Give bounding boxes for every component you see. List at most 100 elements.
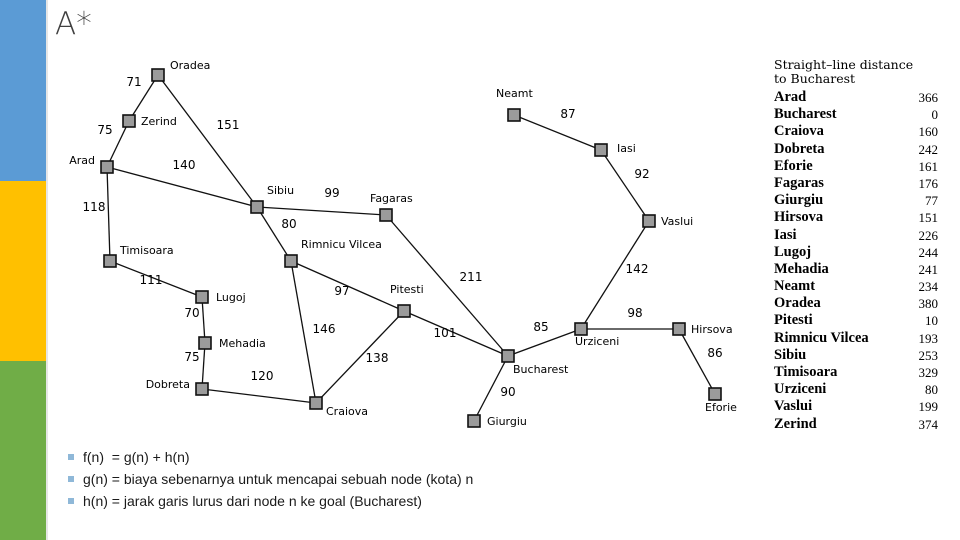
city-label-urziceni: Urziceni — [575, 335, 619, 348]
road-rimnicu-craiova — [290, 260, 317, 404]
heuristic-table-title-line2: to Bucharest — [774, 71, 856, 86]
heuristic-value: 161 — [918, 158, 939, 174]
heuristic-table-title-line1: Straight–line distance — [774, 57, 914, 72]
road-sibiu-rimnicu — [256, 206, 292, 262]
heuristic-row: Arad 366 — [774, 89, 938, 106]
heuristic-city: Iasi — [774, 226, 797, 243]
distance-label-iasi-neamt: 87 — [560, 107, 575, 121]
heuristic-table: Arad 366 Bucharest 0 Craiova 160 Dobreta 242 Efo… — [774, 89, 938, 433]
city-node-timisoara: Timisoara — [103, 244, 174, 268]
city-label-timisoara: Timisoara — [119, 244, 174, 257]
heuristic-city: Dobreta — [774, 140, 825, 157]
bullet-item: h(n) = jarak garis lurus dari node n ke … — [68, 490, 473, 512]
heuristic-row: Urziceni 80 — [774, 381, 938, 398]
road-rimnicu-pitesti — [290, 260, 405, 312]
romania-road-map: 71 75 151 140 118 99 80 111 70 75 120 97 146 138 101 21… — [69, 59, 737, 428]
heuristic-city: Fagaras — [774, 174, 824, 191]
heuristic-value: 366 — [918, 90, 939, 105]
accent-stripe-blue — [0, 0, 46, 181]
heuristic-value: 0 — [931, 107, 939, 123]
city-label-fagaras: Fagaras — [370, 192, 413, 205]
road-bucharest-urziceni — [507, 328, 582, 357]
heuristic-row: Craiova 160 — [774, 123, 938, 140]
heuristic-value: 234 — [918, 279, 939, 295]
heuristic-row: Sibiu 253 — [774, 347, 938, 364]
road-timisoara-lugoj — [109, 260, 203, 298]
heuristic-row: Timisoara 329 — [774, 364, 938, 381]
slide-title: A* — [55, 6, 92, 42]
city-label-mehadia: Mehadia — [219, 337, 266, 350]
city-node-mehadia: Mehadia — [198, 336, 266, 350]
city-label-bucharest: Bucharest — [513, 363, 569, 376]
distance-label-sibiu-rimnicu: 80 — [281, 217, 296, 231]
city-label-craiova: Craiova — [326, 405, 368, 418]
road-arad-timisoara — [106, 166, 111, 262]
heuristic-row: Lugoj 244 — [774, 244, 938, 261]
city-marker-hirsova — [672, 322, 686, 336]
city-node-hirsova: Hirsova — [672, 322, 733, 336]
road-bucharest-giurgiu — [473, 355, 509, 422]
city-label-hirsova: Hirsova — [691, 323, 733, 336]
city-marker-pitesti — [397, 304, 411, 318]
city-label-lugoj: Lugoj — [216, 291, 246, 304]
distance-label-rimnicu-pitesti: 97 — [334, 284, 349, 298]
romania-map-figure: 71 75 151 140 118 99 80 111 70 75 120 97 146 138 101 21… — [62, 55, 940, 439]
distance-label-vaslui-iasi: 92 — [634, 167, 649, 181]
city-marker-dobreta — [195, 382, 209, 396]
heuristic-value: 176 — [918, 175, 939, 191]
distance-label-lugoj-mehadia: 70 — [184, 306, 199, 320]
heuristic-city: Rimnicu Vilcea — [774, 329, 869, 346]
heuristic-city: Pitesti — [774, 312, 813, 329]
distance-label-zerind-arad: 75 — [97, 123, 112, 137]
bullet-marker-icon — [68, 476, 74, 482]
accent-stripe-yellow — [0, 181, 46, 361]
heuristic-value: 329 — [918, 365, 939, 380]
city-node-iasi: Iasi — [594, 142, 636, 157]
distance-label-mehadia-dobreta: 75 — [184, 350, 199, 364]
road-vaslui-iasi — [600, 149, 650, 222]
city-marker-mehadia — [198, 336, 212, 350]
heuristic-value: 10 — [925, 313, 938, 329]
city-node-oradea: Oradea — [151, 59, 210, 82]
distance-label-timisoara-lugoj: 111 — [140, 273, 163, 287]
city-marker-zerind — [122, 114, 136, 128]
heuristic-value: 241 — [918, 261, 939, 277]
city-marker-rimnicu — [284, 254, 298, 268]
city-label-arad: Arad — [69, 154, 95, 167]
stripe-divider — [46, 0, 48, 540]
city-marker-fagaras — [379, 208, 393, 222]
road-mehadia-dobreta — [201, 342, 206, 390]
heuristic-city: Vaslui — [774, 398, 813, 415]
road-sibiu-fagaras — [256, 206, 387, 216]
heuristic-city: Zerind — [774, 415, 817, 432]
heuristic-row: Iasi 226 — [774, 227, 938, 244]
heuristic-city: Eforie — [774, 157, 813, 174]
formula-bullets: f(n) = g(n) + h(n) g(n) = biaya sebenarny… — [68, 446, 473, 512]
heuristic-row: Neamt 234 — [774, 278, 938, 295]
city-marker-sibiu — [250, 200, 264, 214]
distance-label-arad-sibiu: 140 — [173, 158, 196, 172]
distance-label-bucharest-giurgiu: 90 — [500, 385, 515, 399]
distance-label-urziceni-vaslui: 142 — [626, 262, 649, 276]
city-node-pitesti: Pitesti — [390, 283, 424, 318]
heuristic-city: Craiova — [774, 123, 824, 140]
heuristic-value: 244 — [918, 244, 939, 260]
city-label-oradea: Oradea — [170, 59, 210, 72]
city-node-craiova: Craiova — [309, 396, 368, 418]
heuristic-value: 77 — [925, 193, 938, 209]
city-marker-eforie — [708, 387, 722, 401]
distance-label-oradea-zerind: 71 — [126, 75, 141, 89]
bullet-text: f(n) = g(n) + h(n) — [83, 449, 190, 465]
bullet-text: g(n) = biaya sebenarnya untuk mencapai s… — [83, 471, 474, 487]
road-zerind-arad — [106, 120, 130, 168]
heuristic-table-title: Straight–line distance to Bucharest — [774, 58, 913, 86]
city-label-dobreta: Dobreta — [146, 378, 190, 391]
city-marker-craiova — [309, 396, 323, 410]
heuristic-row: Bucharest 0 — [774, 106, 938, 123]
city-node-bucharest: Bucharest — [501, 349, 569, 376]
heuristic-city: Urziceni — [774, 381, 827, 398]
city-label-pitesti: Pitesti — [390, 283, 424, 296]
distance-label-oradea-sibiu: 151 — [217, 118, 240, 132]
city-label-sibiu: Sibiu — [267, 184, 294, 197]
heuristic-value: 242 — [918, 141, 939, 157]
